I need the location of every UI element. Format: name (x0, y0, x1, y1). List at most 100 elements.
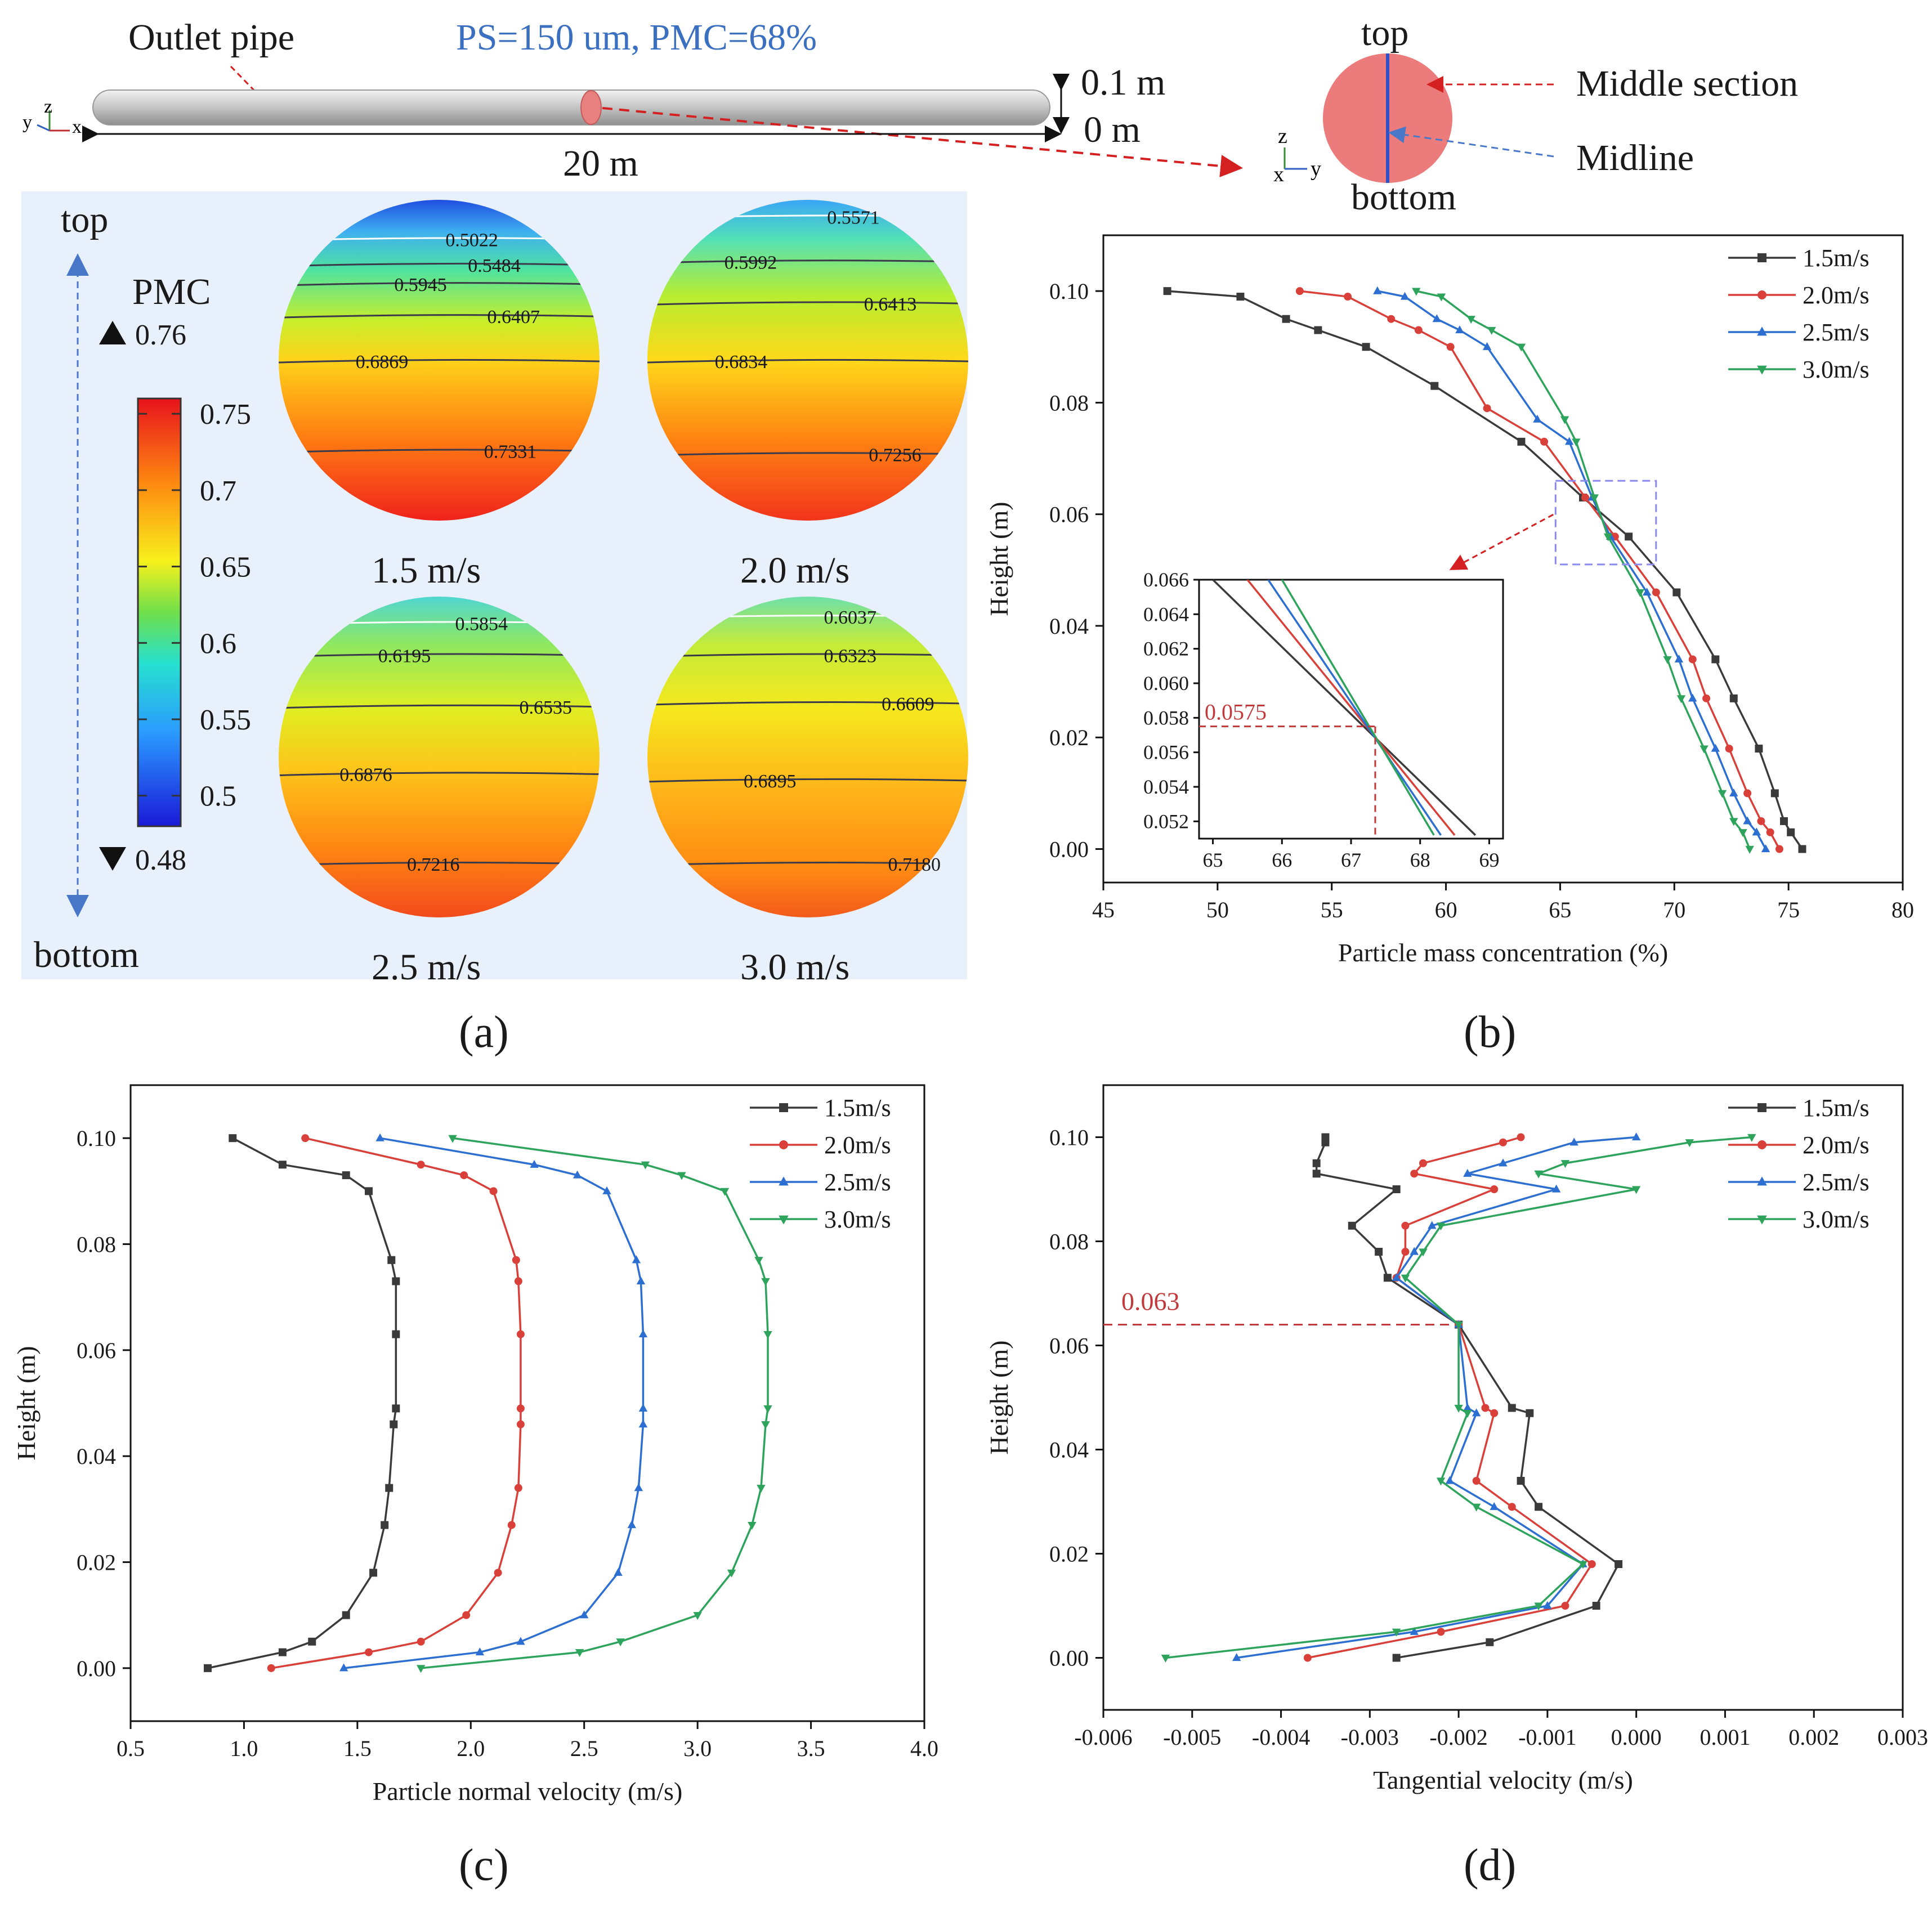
plot-frame (129, 1084, 925, 1722)
data-point (1472, 1477, 1481, 1485)
y-tick-label: 0.00 (1049, 837, 1089, 862)
x-tick-label: 4.0 (910, 1736, 938, 1761)
contour-circle: 0.5022 0.5484 0.5945 0.6407 0.6869 0.7331 1.5 … (279, 200, 600, 591)
contour-circles: 0.5022 0.5484 0.5945 0.6407 0.6869 0.7331 1.5 … (279, 200, 968, 988)
data-point (308, 1637, 316, 1646)
data-point (1375, 1248, 1383, 1256)
plot-frame (1102, 234, 1904, 884)
data-point (1314, 326, 1322, 334)
y-tick-label: 0.04 (77, 1444, 116, 1469)
data-point (1755, 745, 1763, 753)
data-point (1312, 1170, 1321, 1178)
data-point (641, 1161, 650, 1170)
data-point (278, 1161, 287, 1169)
data-point (1348, 1221, 1356, 1230)
data-point (1700, 745, 1709, 754)
data-point (1543, 1601, 1552, 1609)
data-point (1564, 437, 1574, 445)
data-point (1410, 1247, 1419, 1255)
min-triangle-icon (99, 847, 126, 871)
data-point (1362, 343, 1370, 351)
data-point (1685, 1139, 1694, 1148)
data-point (1688, 655, 1697, 664)
data-point (1487, 326, 1496, 335)
data-point (1401, 1221, 1410, 1230)
data-point (417, 1637, 425, 1646)
data-point (614, 1567, 623, 1576)
x-tick-label: 0.000 (1611, 1725, 1662, 1750)
data-point (1729, 788, 1738, 796)
data-point (229, 1134, 237, 1143)
panel-c-label: (c) (459, 1840, 509, 1890)
data-point (365, 1187, 373, 1195)
x-tick-label: 55 (1321, 897, 1343, 922)
inset-x-tick-label: 65 (1203, 849, 1223, 871)
data-point (1419, 1248, 1428, 1257)
data-point (1725, 745, 1733, 753)
x-tick-label: 0.002 (1788, 1725, 1839, 1750)
data-point (489, 1187, 498, 1195)
series-line (1165, 1136, 1752, 1659)
x-tick-label: -0.004 (1252, 1725, 1310, 1750)
inset-x-tick-label: 69 (1479, 849, 1499, 871)
data-point (1729, 818, 1738, 826)
contour-line (647, 701, 968, 706)
contour-value-label: 0.6869 (356, 352, 409, 373)
legend-label: 1.5m/s (824, 1094, 891, 1122)
data-point (1414, 326, 1423, 334)
data-point (494, 1569, 502, 1577)
data-point (1508, 1404, 1516, 1412)
colorbar-tick-label: 0.55 (200, 704, 251, 736)
series-line (421, 1137, 769, 1669)
y-tick-label: 0.10 (77, 1126, 116, 1151)
data-point (1428, 1221, 1437, 1229)
data-point (638, 1419, 648, 1428)
axis-x-label: x (72, 117, 82, 137)
x-tick-label: 80 (1891, 897, 1914, 922)
max-triangle-icon (99, 321, 126, 344)
x-tick-label: -0.005 (1163, 1725, 1221, 1750)
data-point (1551, 1184, 1561, 1193)
annotation-label: 0.063 (1121, 1287, 1180, 1316)
data-point (301, 1134, 310, 1143)
cross-section: top bottom Middle section Midline z x y (1273, 12, 1798, 218)
data-point (1490, 1409, 1499, 1417)
x-tick-label: 3.5 (797, 1736, 825, 1761)
series-3.0m/s (416, 1135, 772, 1673)
data-point (339, 1663, 348, 1672)
pipe-middle-section (580, 90, 602, 125)
data-point (392, 1330, 400, 1338)
data-point (448, 1135, 457, 1143)
data-point (392, 1277, 400, 1286)
data-point (1642, 588, 1652, 596)
data-point (1490, 1502, 1499, 1510)
data-point (385, 1484, 393, 1492)
data-point (1761, 844, 1770, 853)
series-1.5m/s (203, 1134, 400, 1672)
data-point (1344, 293, 1352, 301)
y-axis-label: Height (m) (985, 1340, 1013, 1454)
circle-velocity-title: 3.0 m/s (740, 947, 849, 988)
data-point (342, 1611, 350, 1619)
bottom-arrow-head (66, 895, 89, 917)
series-line (1307, 1136, 1594, 1659)
panel-d-chart: -0.006 -0.005 -0.004 -0.003 -0.002 -0.001 0.00… (985, 1084, 1928, 1794)
data-point (1163, 287, 1171, 295)
data-point (1454, 1321, 1463, 1329)
panel-d-label: (d) (1464, 1840, 1516, 1890)
y-tick-label: 0.06 (1049, 502, 1089, 527)
series-2.0m/s (1295, 287, 1783, 853)
data-point (462, 1611, 471, 1619)
data-point (1674, 655, 1684, 663)
contour-value-label: 0.7256 (869, 445, 922, 465)
legend-marker (779, 1176, 789, 1186)
ps-pmc-label: PS=150 um, PMC=68% (456, 17, 817, 58)
contour-line (647, 301, 968, 306)
pipe-axes-triad: y z x (23, 96, 82, 137)
data-point (1517, 1133, 1525, 1141)
data-point (638, 1404, 648, 1412)
data-point (754, 1257, 763, 1265)
data-point (1161, 1654, 1170, 1663)
inset-y-tick-label: 0.054 (1143, 776, 1189, 798)
